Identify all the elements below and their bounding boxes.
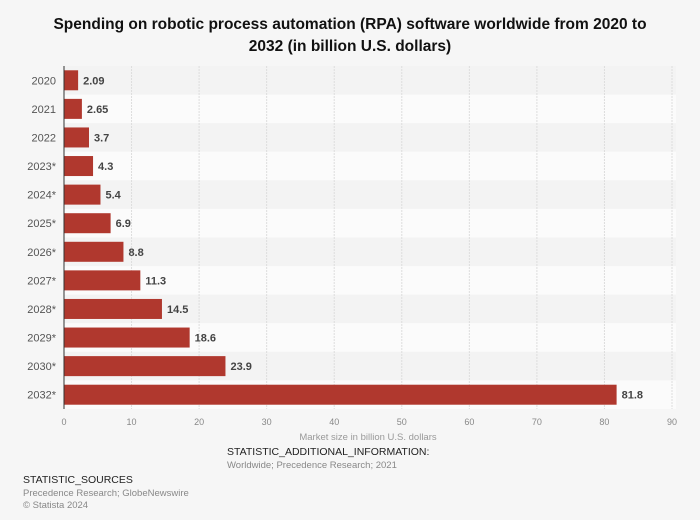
bar (64, 298, 162, 319)
x-tick-label: 10 (127, 417, 137, 427)
data-label: 23.9 (230, 361, 251, 373)
y-tick-label: 2023* (27, 161, 56, 173)
sources: Precedence Research; GlobeNewswire (23, 488, 189, 499)
data-label: 18.6 (195, 333, 216, 345)
row-band (64, 266, 676, 295)
data-label: 2.65 (87, 104, 108, 116)
copyright: © Statista 2024 (23, 500, 89, 511)
x-tick-label: 70 (532, 417, 542, 427)
additional-info-heading: STATISTIC_ADDITIONAL_INFORMATION: (227, 446, 430, 458)
bar (64, 184, 101, 205)
y-tick-label: 2025* (27, 218, 56, 230)
bar (64, 127, 89, 148)
bar (64, 156, 94, 177)
x-tick-label: 0 (61, 417, 66, 427)
y-tick-label: 2022 (32, 132, 56, 144)
chart-title: Spending on robotic process automation (… (53, 16, 647, 55)
row-band (64, 66, 676, 95)
bar (64, 98, 82, 119)
y-tick-label: 2021 (32, 104, 56, 116)
y-tick-label: 2026* (27, 247, 56, 259)
y-tick-label: 2027* (27, 275, 56, 287)
x-tick-label: 50 (397, 417, 407, 427)
row-band (64, 151, 676, 181)
x-tick-label: 30 (262, 417, 272, 427)
bar (64, 241, 124, 262)
y-tick-label: 2032* (27, 390, 56, 402)
data-label: 11.3 (145, 275, 166, 287)
x-tick-label: 80 (599, 417, 609, 427)
row-band (64, 180, 676, 209)
data-label: 5.4 (105, 190, 121, 202)
bar (64, 270, 141, 291)
data-label: 6.9 (116, 218, 131, 230)
x-tick-label: 60 (464, 417, 474, 427)
additional-info: Worldwide; Precedence Research; 2021 (227, 460, 397, 471)
y-tick-label: 2024* (27, 190, 56, 202)
bar (64, 213, 111, 234)
x-axis-label: Market size in billion U.S. dollars (299, 432, 437, 443)
row-band (64, 294, 676, 324)
bar (64, 327, 190, 348)
bar (64, 384, 617, 405)
bar (64, 70, 79, 91)
data-label: 81.8 (622, 390, 643, 402)
row-band (64, 94, 676, 124)
data-label: 8.8 (128, 247, 143, 259)
x-tick-label: 40 (329, 417, 339, 427)
sources-heading: STATISTIC_SOURCES (23, 474, 133, 486)
y-tick-label: 2029* (27, 333, 56, 345)
row-band (64, 123, 676, 152)
data-label: 2.09 (83, 75, 104, 87)
y-tick-label: 2030* (27, 361, 56, 373)
row-band (64, 237, 676, 267)
x-tick-label: 90 (667, 417, 677, 427)
data-label: 14.5 (167, 304, 188, 316)
data-label: 3.7 (94, 132, 109, 144)
y-tick-label: 2028* (27, 304, 56, 316)
x-tick-label: 20 (194, 417, 204, 427)
data-label: 4.3 (98, 161, 113, 173)
bar (64, 356, 226, 377)
row-band (64, 208, 676, 238)
y-tick-label: 2020 (32, 75, 56, 87)
